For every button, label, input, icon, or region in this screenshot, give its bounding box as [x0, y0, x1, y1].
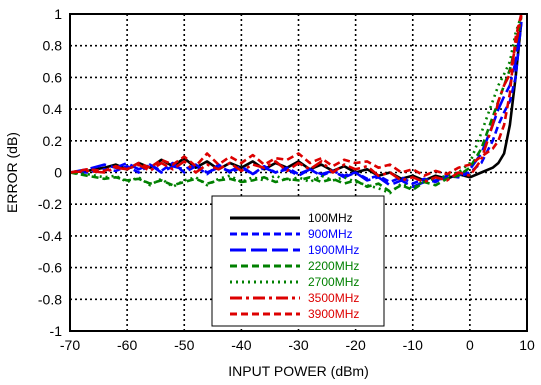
series-line-3900mhz	[69, 13, 523, 177]
y-axis-title: ERROR (dB)	[4, 132, 20, 213]
legend: 100MHz 900MHz 1900MHz 2200MHz 2700MHz 3500MHz…	[211, 195, 385, 327]
legend-label: 2200MHz	[308, 259, 359, 273]
y-tick-label: 0.6	[43, 69, 63, 85]
series-line-2700mhz	[69, 15, 523, 195]
x-tick-label: -50	[174, 337, 194, 353]
series-line-900mhz	[70, 21, 523, 185]
x-tick-label: 0	[466, 337, 474, 353]
series-line-2200mhz	[69, 16, 523, 193]
x-tick-label: 10	[519, 337, 535, 353]
y-tick-label: -0.4	[38, 228, 62, 244]
x-tick-label: -10	[403, 337, 423, 353]
y-tick-label: -0.2	[38, 196, 62, 212]
legend-label: 2700MHz	[308, 275, 359, 289]
x-tick-label: -20	[346, 337, 366, 353]
x-tick-labels: -70 -60 -50 -40 -30 -20 -10 0 10	[60, 337, 535, 353]
series-layer	[69, 13, 523, 195]
y-tick-label: -0.6	[38, 260, 62, 276]
y-tick-label: 0.2	[43, 133, 63, 149]
x-tick-label: -60	[117, 337, 137, 353]
y-tick-label: 0.4	[43, 101, 63, 117]
y-tick-label: 1	[54, 6, 62, 22]
x-axis-title: INPUT POWER (dBm)	[228, 363, 369, 379]
y-tick-labels: 1 0.8 0.6 0.4 0.2 0 -0.2 -0.4 -0.6 -0.8 -1	[38, 6, 62, 339]
series-line-100mhz	[69, 21, 523, 182]
y-tick-label: -1	[50, 323, 63, 339]
y-tick-label: -0.8	[38, 291, 62, 307]
x-tick-label: -30	[288, 337, 308, 353]
series-line-3500mhz	[69, 15, 523, 184]
x-tick-label: -40	[231, 337, 251, 353]
x-tick-label: -70	[60, 337, 80, 353]
y-tick-label: 0.8	[43, 38, 63, 54]
series-line-1900mhz	[69, 21, 523, 189]
legend-label: 1900MHz	[308, 243, 359, 257]
plot-frame	[69, 13, 528, 332]
legend-label: 900MHz	[308, 227, 353, 241]
y-tick-label: 0	[54, 165, 62, 181]
legend-label: 100MHz	[308, 211, 353, 225]
legend-label: 3900MHz	[308, 307, 359, 321]
legend-label: 3500MHz	[308, 291, 359, 305]
